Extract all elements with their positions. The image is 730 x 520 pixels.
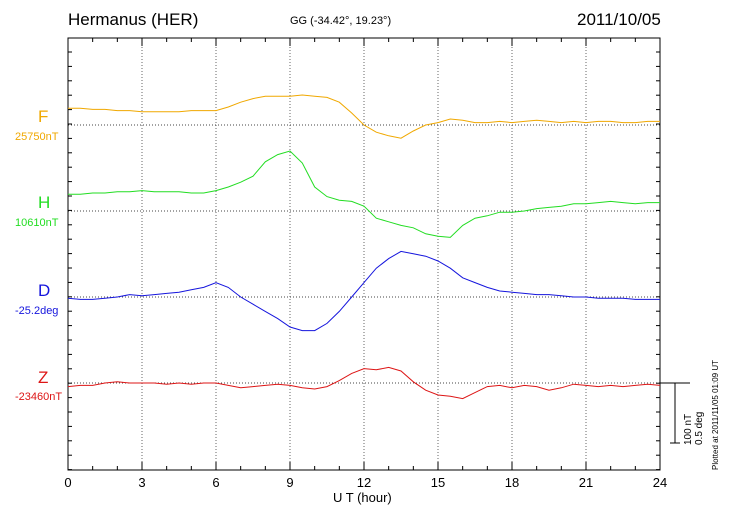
x-tick-label: 18 — [505, 475, 519, 490]
coordinates-label: GG (-34.42°, 19.23°) — [290, 15, 392, 27]
trace-name-f: F — [38, 107, 49, 126]
x-tick-label: 0 — [64, 475, 71, 490]
x-tick-label: 15 — [431, 475, 445, 490]
x-tick-label: 9 — [286, 475, 293, 490]
date-label: 2011/10/05 — [577, 10, 661, 29]
x-tick-label: 24 — [653, 475, 667, 490]
x-tick-label: 21 — [579, 475, 593, 490]
trace-baseline-f: 25750nT — [15, 131, 59, 143]
trace-line-f — [68, 94, 660, 139]
x-tick-label: 12 — [357, 475, 371, 490]
trace-baseline-z: -23460nT — [15, 391, 63, 403]
trace-line-d — [67, 250, 660, 332]
scale-bar-deg-label: 0.5 deg — [694, 411, 705, 445]
trace-name-d: D — [38, 281, 51, 300]
trace-name-h: H — [38, 193, 51, 212]
trace-name-z: Z — [38, 368, 49, 387]
x-tick-label: 6 — [212, 475, 219, 490]
station-title: Hermanus (HER) — [68, 10, 199, 29]
trace-line-z — [67, 366, 661, 400]
scale-bar-nt-label: 100 nT — [683, 413, 694, 445]
trace-baseline-d: -25.2deg — [15, 305, 59, 317]
plotted-timestamp: Plotted at 2011/11/05 01:09 UT — [711, 359, 720, 470]
trace-line-h — [68, 150, 660, 238]
x-axis-label: U T (hour) — [333, 490, 392, 505]
x-tick-label: 3 — [138, 475, 145, 490]
trace-baseline-h: 10610nT — [15, 217, 59, 229]
